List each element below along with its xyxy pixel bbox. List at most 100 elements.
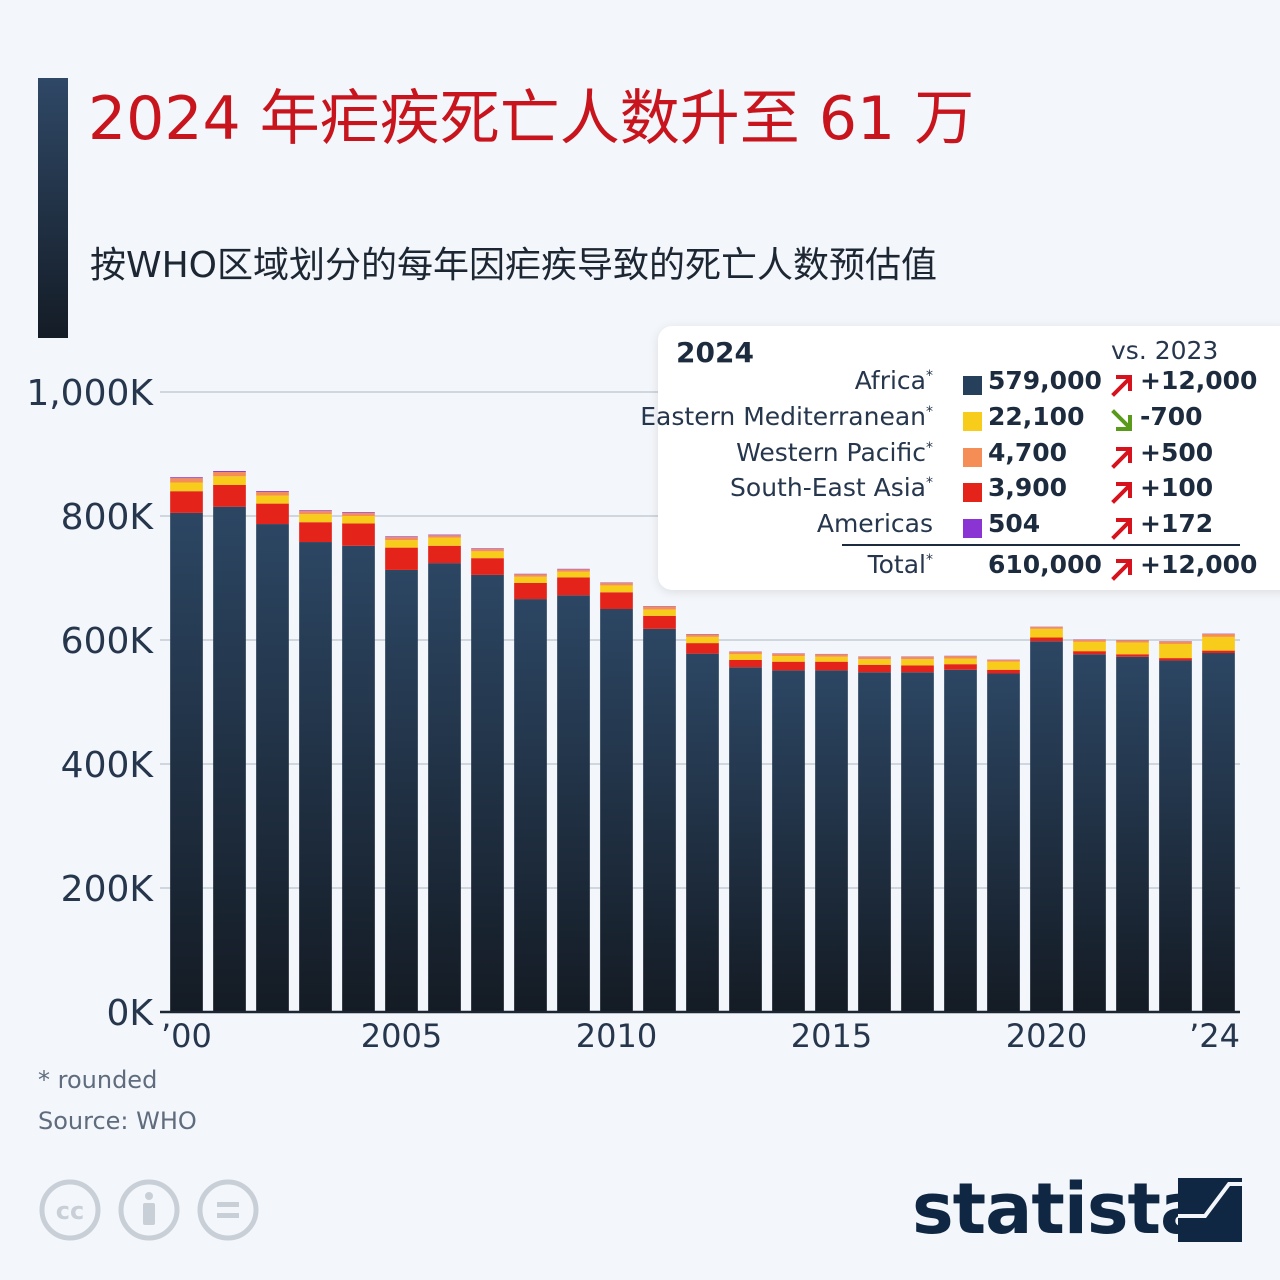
bar-segment-south-east-asia-2008 [514,582,547,600]
bar-segment-western-pacific-2009 [557,569,590,572]
bar-segment-western-pacific-2021 [1073,639,1106,642]
x-tick-label: 2015 [791,1017,872,1055]
legend-vs-label: vs. 2023 [1111,336,1219,365]
bar-segment-africa-2009 [557,595,590,1012]
bar-segment-eastern-mediterranean-2019 [987,661,1020,670]
bar-segment-africa-2020 [1030,641,1063,1012]
bar-segment-eastern-mediterranean-2018 [944,658,977,665]
rounded-marker: * [926,552,933,568]
bar-segment-africa-2018 [944,669,977,1012]
x-tick-label: 2005 [361,1017,442,1055]
bar-segment-south-east-asia-2012 [686,643,719,654]
bar-segment-south-east-asia-2015 [815,661,848,671]
bar-segment-africa-2023 [1159,660,1192,1012]
legend-region-name: Western Pacific* [736,438,933,467]
bar-segment-south-east-asia-2022 [1116,654,1149,657]
bar-segment-africa-2012 [686,653,719,1012]
stacked-bar-chart: 0K 200K 400K 600K 800K 1,000K ’00 2005 2010 2015 2… [26,373,1240,1055]
bar-segment-western-pacific-2004 [342,512,375,516]
bar-segment-americas-2001 [213,471,246,472]
bar-segment-eastern-mediterranean-2023 [1159,643,1192,659]
arrow-up-right-icon [1111,518,1132,540]
bar-segment-africa-2003 [299,542,332,1012]
bar-segment-western-pacific-2000 [170,478,203,483]
legend-swatch [963,376,982,395]
bar-segment-eastern-mediterranean-2005 [385,540,418,548]
bar-segment-americas-2002 [256,491,289,492]
legend-swatch [963,519,982,538]
bar-segment-western-pacific-2011 [643,606,676,610]
bar-segment-africa-2005 [385,569,418,1012]
x-tick-label: 2010 [576,1017,657,1055]
legend-region-name: Africa* [854,366,933,395]
bar-segment-south-east-asia-2013 [729,659,762,668]
arrow-up-right-icon [1111,375,1132,397]
bar-segment-south-east-asia-2024 [1202,650,1235,654]
legend-region-name: Total* [867,550,933,579]
bar-segment-south-east-asia-2006 [428,545,461,564]
y-tick-label: 200K [61,869,155,910]
legend-change: +172 [1140,509,1214,538]
bar-segment-western-pacific-2017 [901,656,934,660]
bar-segment-western-pacific-2020 [1030,626,1063,629]
arrow-up-right-icon [1111,559,1132,581]
legend-value: 610,000 [988,550,1102,579]
legend-region-name: South-East Asia* [730,473,933,502]
bar-segment-africa-2002 [256,524,289,1012]
source-note: Source: WHO [38,1107,197,1135]
bar-segment-africa-2008 [514,599,547,1012]
attribution-icon [118,1179,180,1241]
bar-segment-eastern-mediterranean-2002 [256,495,289,504]
legend-region-name: Americas [816,509,933,538]
bar-segment-americas-2003 [299,510,332,512]
legend-value: 504 [988,509,1041,538]
bar-segment-western-pacific-2010 [600,582,633,586]
bar-segment-eastern-mediterranean-2011 [643,609,676,616]
legend-region-name: Eastern Mediterranean* [640,402,933,431]
legend-change: -700 [1140,402,1203,431]
bar-segment-western-pacific-2023 [1159,641,1192,644]
bar-segment-western-pacific-2012 [686,634,719,637]
bar-segment-americas-2000 [170,477,203,479]
bar-segment-eastern-mediterranean-2014 [772,656,805,662]
bar-segment-south-east-asia-2014 [772,661,805,671]
bar-segment-south-east-asia-2003 [299,522,332,543]
bar-segment-eastern-mediterranean-2022 [1116,642,1149,655]
bar-segment-south-east-asia-2020 [1030,637,1063,642]
bar-segment-western-pacific-2013 [729,651,762,655]
bar-segment-eastern-mediterranean-2000 [170,482,203,492]
bar-segment-americas-2005 [385,536,418,538]
legend-value: 579,000 [988,366,1102,395]
bar-segment-south-east-asia-2019 [987,669,1020,674]
legend-row: Americas 504 +172 [658,509,1258,543]
bar-segment-africa-2007 [471,574,504,1012]
bar-segment-eastern-mediterranean-2007 [471,551,504,559]
bar-segment-eastern-mediterranean-2009 [557,571,590,578]
no-derivatives-icon [197,1179,259,1241]
legend-panel: 2024 vs. 2023 Africa* 579,000 +12,000 Easte… [640,326,1280,590]
legend-swatch [963,412,982,431]
bar-segment-eastern-mediterranean-2021 [1073,641,1106,652]
license-icons: cc [38,1178,268,1248]
cc-icon: cc [39,1179,101,1241]
bar-segment-africa-2022 [1116,656,1149,1012]
bar-segment-eastern-mediterranean-2015 [815,656,848,662]
rounded-marker: * [926,440,933,456]
bar-segment-south-east-asia-2001 [213,485,246,507]
legend-value: 4,700 [988,438,1068,467]
bar-segment-western-pacific-2019 [987,659,1020,662]
bar-segment-americas-2007 [471,548,504,549]
bar-segment-south-east-asia-2016 [858,664,891,673]
bar-segment-africa-2013 [729,667,762,1012]
bar-segment-eastern-mediterranean-2024 [1202,636,1235,651]
legend-swatch [963,448,982,467]
legend-swatch [963,483,982,502]
x-tick-label: 2020 [1006,1017,1087,1055]
bar-segment-americas-2006 [428,534,461,536]
bar-segment-africa-2015 [815,670,848,1012]
bar-segment-africa-2014 [772,670,805,1012]
bar-segment-south-east-asia-2000 [170,491,203,513]
bar-segment-western-pacific-2008 [514,574,547,577]
legend-change: +12,000 [1140,550,1258,579]
legend-change: +12,000 [1140,366,1258,395]
